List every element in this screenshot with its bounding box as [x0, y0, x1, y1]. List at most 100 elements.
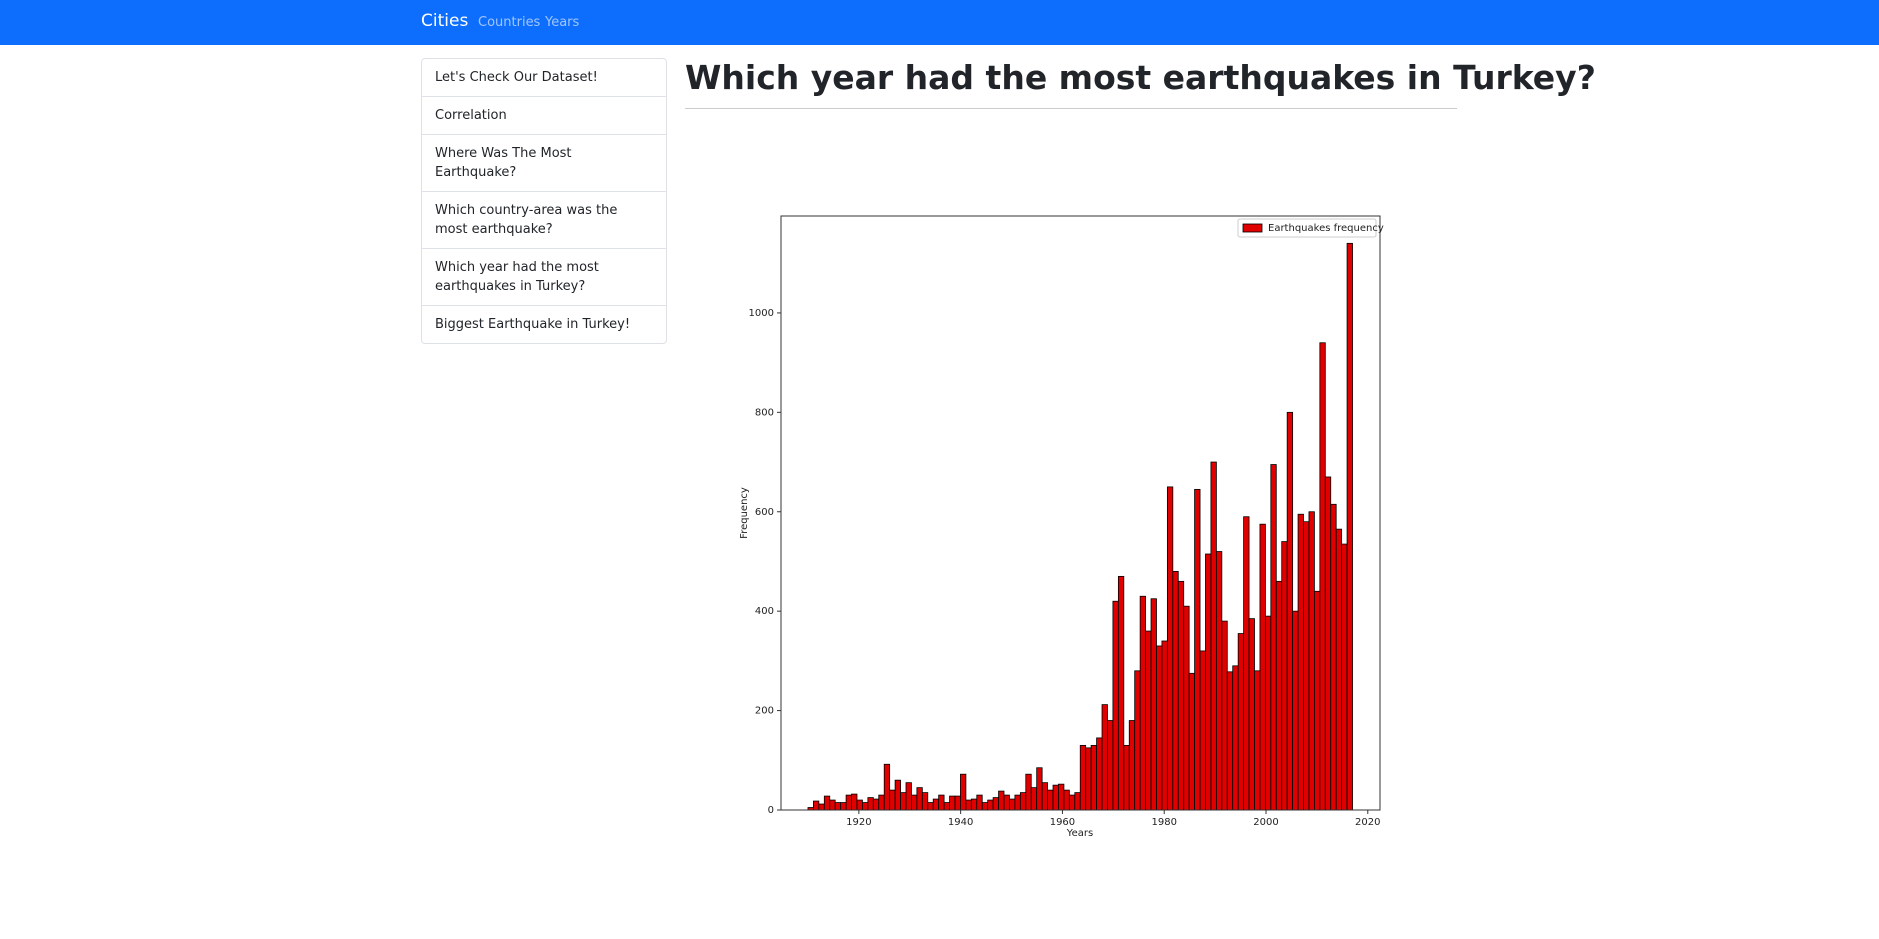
bar [1183, 605, 1190, 811]
x-axis-label: Years [1066, 828, 1093, 839]
bar [1063, 789, 1070, 811]
bar [1025, 773, 1032, 811]
bar [1177, 580, 1185, 811]
bar [1205, 553, 1212, 811]
bar [823, 795, 831, 811]
x-tick-label: 2000 [1253, 817, 1278, 828]
bar [1254, 670, 1261, 811]
bar [867, 797, 874, 811]
sidebar-item[interactable]: Which year had the most earthquakes in T… [422, 249, 666, 306]
sidebar-item[interactable]: Which country-area was the most earthqua… [422, 192, 666, 249]
bar [1324, 476, 1332, 811]
bar [1270, 464, 1277, 811]
bar [1210, 461, 1217, 811]
bar [1346, 242, 1353, 811]
bar [834, 802, 842, 811]
bar [872, 798, 880, 811]
bar [1335, 528, 1343, 811]
x-tick-label: 1920 [846, 817, 871, 828]
bar [970, 798, 978, 811]
bar [1303, 521, 1310, 811]
bar [1079, 744, 1087, 811]
plot-frame [780, 215, 1381, 811]
bar [960, 773, 967, 811]
bar [813, 800, 820, 811]
bar [932, 798, 940, 811]
bar [1232, 665, 1239, 811]
bar [905, 782, 912, 811]
bar [900, 792, 907, 811]
bar [1188, 672, 1196, 811]
bar [992, 797, 999, 811]
bar [1226, 671, 1234, 811]
sidebar-item[interactable]: Where Was The Most Earthquake? [422, 135, 666, 192]
bar [1248, 618, 1255, 811]
bar [1264, 615, 1272, 811]
bar [1330, 503, 1337, 811]
bar [1221, 620, 1228, 811]
bar [938, 794, 945, 811]
bar [862, 802, 869, 811]
bar [965, 799, 972, 811]
bar [1150, 598, 1157, 811]
bar [1019, 792, 1027, 811]
bar [1112, 600, 1119, 811]
bar [1215, 551, 1223, 811]
divider [685, 108, 1457, 109]
y-tick-label: 600 [755, 507, 774, 518]
bar [1297, 513, 1304, 811]
sidebar-item[interactable]: Correlation [422, 97, 666, 135]
bar [1047, 789, 1054, 811]
sidebar-item[interactable]: Biggest Earthquake in Turkey! [435, 317, 631, 332]
bar [840, 802, 847, 811]
bar [1259, 523, 1266, 811]
bar [818, 803, 825, 811]
bar [1030, 787, 1038, 811]
bar [1139, 595, 1146, 811]
x-tick-label: 1960 [1050, 817, 1075, 828]
legend-swatch [1242, 223, 1263, 233]
bar [878, 794, 885, 811]
y-axis-label: Frequency [739, 487, 750, 539]
bar [921, 792, 929, 811]
bar [1314, 590, 1321, 811]
bar [1014, 794, 1021, 811]
legend-box [1237, 218, 1377, 238]
nav-link[interactable]: Years [545, 15, 580, 30]
bar [981, 802, 989, 811]
bar [916, 787, 923, 811]
bar [1068, 794, 1076, 811]
bar [1128, 720, 1136, 811]
bar [1085, 747, 1092, 811]
bar [1194, 488, 1201, 811]
bar [1009, 798, 1016, 811]
bar [1243, 516, 1250, 811]
bar [883, 763, 891, 811]
brand[interactable]: Cities [421, 11, 469, 31]
bar [829, 799, 836, 811]
navbar: Cities Countries Years [0, 0, 1879, 45]
sidebar-item[interactable]: Let's Check Our Dataset! [422, 59, 666, 97]
bar [1096, 737, 1103, 811]
bar [1145, 630, 1152, 811]
bar [954, 795, 961, 811]
bar [1308, 511, 1315, 811]
bar [911, 794, 918, 811]
bar [856, 799, 863, 811]
bar [1074, 792, 1081, 811]
bar [1003, 794, 1010, 811]
bar [1041, 782, 1048, 811]
y-tick-label: 800 [755, 407, 774, 418]
nav-link[interactable]: Countries [478, 15, 541, 30]
bar [1134, 670, 1141, 811]
bar [1281, 541, 1288, 811]
bar [1166, 486, 1174, 811]
bar [1161, 640, 1168, 811]
bar [1036, 767, 1043, 811]
bar [889, 789, 896, 811]
bar [987, 799, 994, 811]
y-tick-label: 0 [768, 805, 774, 816]
bar [1101, 704, 1108, 811]
